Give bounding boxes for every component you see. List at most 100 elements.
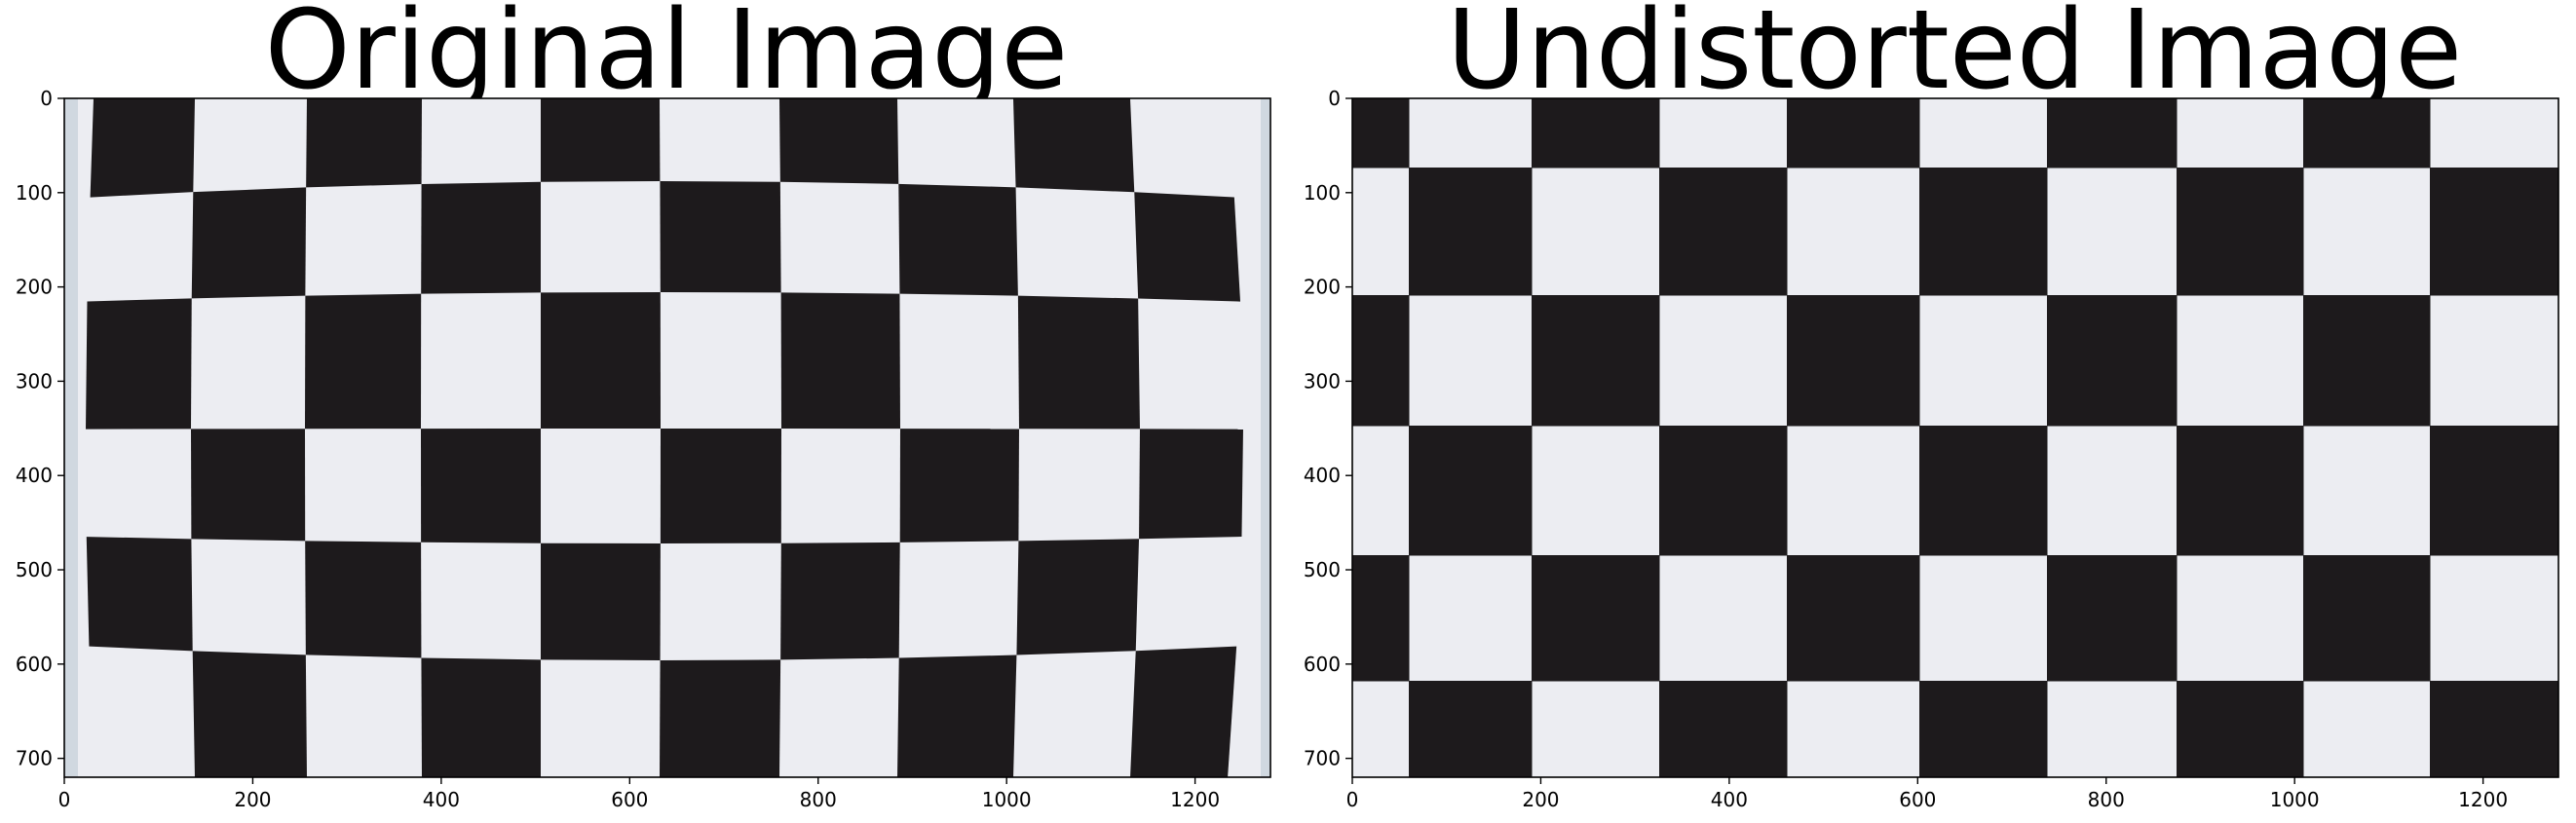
dark-square <box>898 183 1018 296</box>
x-tick-label: 200 <box>1522 788 1559 811</box>
dark-square <box>541 542 661 660</box>
undistorted-axes-frame <box>1351 97 2559 778</box>
dark-square <box>2303 295 2431 427</box>
dark-square <box>2047 555 2178 682</box>
dark-square <box>1352 555 1410 682</box>
dark-square <box>2303 98 2431 168</box>
original-axes: 0 200 400 600 800 1000 1200 0 100 200 300 400 500 60… <box>16 87 1271 811</box>
y-tick-label: 500 <box>16 558 53 581</box>
original-x-ticks: 0 200 400 600 800 1000 1200 <box>58 777 1220 811</box>
dark-square <box>1787 295 1920 427</box>
dark-square <box>541 98 661 182</box>
x-tick-label: 800 <box>800 788 837 811</box>
dark-square <box>2177 168 2304 296</box>
dark-square <box>1919 681 2048 778</box>
dark-square <box>1017 295 1140 430</box>
x-tick-label: 1200 <box>1170 788 1220 811</box>
dark-square <box>1787 98 1920 168</box>
dark-square <box>897 655 1017 777</box>
dark-square <box>1409 426 1533 556</box>
dark-square <box>779 98 899 184</box>
y-tick-label: 300 <box>16 369 53 393</box>
dark-square <box>1409 168 1533 296</box>
x-tick-label: 1200 <box>2458 788 2508 811</box>
x-tick-label: 0 <box>1346 788 1359 811</box>
x-tick-label: 0 <box>58 788 71 811</box>
y-tick-label: 700 <box>1304 747 1341 770</box>
dark-square <box>2430 168 2559 296</box>
original-axes-frame <box>63 97 1271 778</box>
y-tick-label: 600 <box>1304 653 1341 676</box>
x-tick-label: 800 <box>2088 788 2125 811</box>
dark-square <box>780 542 900 660</box>
panel-title-original: Original Image <box>264 0 1069 114</box>
dark-square <box>1134 192 1241 302</box>
dark-square <box>305 293 422 430</box>
dark-square <box>1787 555 1920 682</box>
dark-square <box>421 429 541 543</box>
dark-square <box>1352 295 1410 427</box>
dark-square <box>1139 429 1243 540</box>
y-tick-label: 400 <box>16 464 53 487</box>
x-tick-label: 600 <box>611 788 648 811</box>
dark-square <box>306 98 422 188</box>
dark-square <box>2177 426 2304 556</box>
dark-square <box>421 657 541 777</box>
undistorted-axes: 0 200 400 600 800 1000 1200 0 100 200 300 400 500 60… <box>1304 87 2559 811</box>
dark-square <box>660 429 781 543</box>
dark-square <box>1013 98 1135 193</box>
original-chessboard-image <box>64 98 1270 777</box>
dark-square <box>191 429 306 542</box>
dark-square <box>1532 555 1660 682</box>
dark-square <box>660 181 781 293</box>
y-tick-label: 700 <box>16 747 53 770</box>
dark-square <box>1409 681 1533 778</box>
dark-square <box>1919 426 2048 556</box>
x-tick-label: 600 <box>1899 788 1936 811</box>
undistorted-chessboard-image <box>1352 98 2559 778</box>
dark-square <box>2047 98 2178 168</box>
dark-square <box>541 292 661 430</box>
dark-square <box>2177 681 2304 778</box>
dark-square <box>421 181 541 294</box>
dark-square <box>1016 539 1140 655</box>
dark-square <box>1130 646 1237 777</box>
dark-square <box>1532 295 1660 427</box>
y-tick-label: 100 <box>1304 181 1341 205</box>
undistorted-y-ticks: 0 100 200 300 400 500 600 700 <box>1304 87 1352 770</box>
y-tick-label: 300 <box>1304 369 1341 393</box>
x-tick-label: 400 <box>1711 788 1748 811</box>
dark-square <box>192 651 307 777</box>
dark-square <box>2303 555 2431 682</box>
dark-square <box>86 298 192 430</box>
x-tick-label: 1000 <box>2270 788 2320 811</box>
undistorted-image-panel: Undistorted Image 0 200 400 600 800 1000 1200 … <box>1288 0 2574 823</box>
dark-square <box>1659 168 1788 296</box>
dark-square <box>305 541 422 658</box>
image-edge-shade <box>1261 98 1270 777</box>
dark-square <box>90 98 195 198</box>
dark-square <box>2430 681 2559 778</box>
dark-square <box>191 187 307 299</box>
y-tick-label: 0 <box>40 87 53 110</box>
y-tick-label: 100 <box>16 181 53 205</box>
dark-square <box>2047 295 2178 427</box>
y-tick-label: 200 <box>1304 276 1341 299</box>
panel-title-undistorted: Undistorted Image <box>1446 0 2463 114</box>
dark-square <box>1352 98 1410 168</box>
y-tick-label: 200 <box>16 276 53 299</box>
dark-square <box>2430 426 2559 556</box>
dark-square <box>1919 168 2048 296</box>
image-edge-shade <box>64 98 78 777</box>
x-tick-label: 400 <box>423 788 460 811</box>
x-tick-label: 200 <box>234 788 271 811</box>
x-tick-label: 1000 <box>982 788 1032 811</box>
dark-square <box>86 537 193 652</box>
undistorted-x-ticks: 0 200 400 600 800 1000 1200 <box>1346 777 2508 811</box>
dark-square <box>780 292 900 430</box>
dark-square <box>660 659 781 777</box>
y-tick-label: 600 <box>16 653 53 676</box>
y-tick-label: 400 <box>1304 464 1341 487</box>
dark-square <box>1532 98 1660 168</box>
original-y-ticks: 0 100 200 300 400 500 600 700 <box>16 87 64 770</box>
